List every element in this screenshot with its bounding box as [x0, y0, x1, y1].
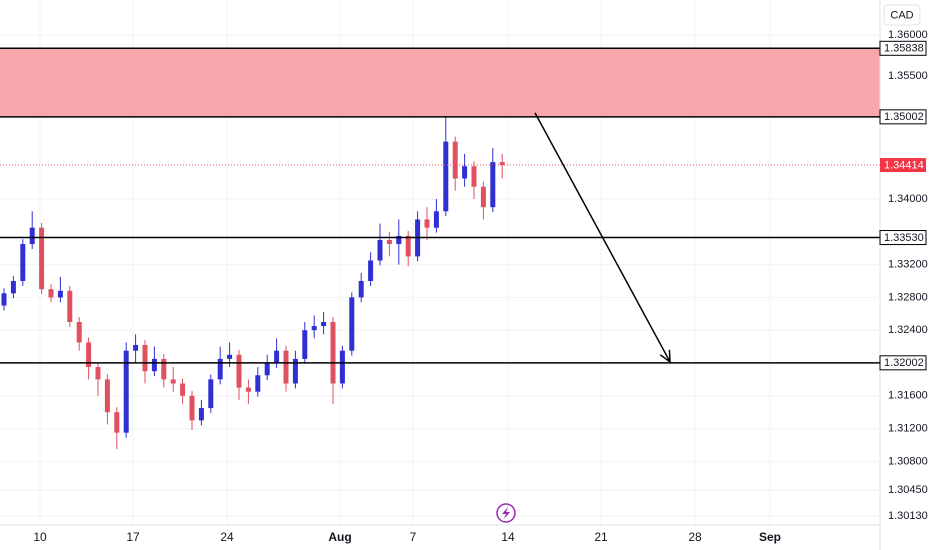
- y-tick-label: 1.31600: [888, 390, 928, 402]
- candle-body: [339, 350, 345, 384]
- currency: CAD: [890, 9, 913, 21]
- x-tick-label: Sep: [759, 530, 781, 544]
- candle-body: [198, 408, 204, 421]
- candle-body: [1, 293, 7, 306]
- candle-body: [490, 162, 496, 208]
- candle-body: [377, 239, 383, 261]
- candle-body: [245, 387, 251, 392]
- candle-body: [67, 290, 73, 322]
- x-tick-label: 10: [33, 530, 47, 544]
- candle-body: [170, 379, 176, 384]
- candle-body: [424, 219, 430, 228]
- y-tick-label: 1.35500: [888, 70, 928, 82]
- y-tick-label: 1.31200: [888, 422, 928, 434]
- level-label-box: [879, 109, 927, 125]
- candle-body: [321, 321, 327, 327]
- candle-body: [20, 244, 26, 281]
- current-price-label: 1.34414: [884, 159, 924, 171]
- x-tick-label: 24: [220, 530, 234, 544]
- candle-body: [76, 321, 82, 343]
- candle-body: [292, 358, 298, 384]
- y-tick-label: 1.30130: [888, 510, 928, 522]
- candle-body: [480, 186, 486, 208]
- candle-body: [396, 235, 402, 245]
- candle-body: [462, 166, 468, 179]
- candle-body: [189, 395, 195, 421]
- level-label: 1.35002: [884, 111, 924, 123]
- y-tick-label: 1.30450: [888, 484, 928, 496]
- candle-body: [29, 227, 35, 245]
- x-tick-label: 17: [126, 530, 140, 544]
- y-tick-label: 1.36000: [888, 29, 928, 41]
- candle-body: [433, 211, 439, 228]
- replay-icon[interactable]: [496, 503, 516, 523]
- level-label: 1.35838: [884, 43, 924, 55]
- candle-body: [255, 375, 261, 392]
- candle-body: [358, 280, 364, 298]
- candle-body: [217, 358, 223, 380]
- candle-body: [274, 350, 280, 363]
- candle-body: [39, 227, 45, 290]
- arrow-line: [534, 112, 671, 363]
- candle-body: [452, 141, 458, 179]
- candle-body: [151, 358, 157, 372]
- level-label-box: [879, 230, 927, 246]
- candle-body: [227, 354, 233, 359]
- y-tick-label: 1.30800: [888, 455, 928, 467]
- candle-body: [95, 367, 101, 380]
- candle-body: [57, 290, 63, 298]
- candle-body: [443, 141, 449, 212]
- candle-body: [283, 350, 289, 384]
- x-tick-label: Aug: [328, 530, 351, 544]
- candle-body: [86, 342, 92, 368]
- x-tick-label: 7: [410, 530, 417, 544]
- candle-body: [386, 239, 392, 245]
- candle-body: [236, 354, 242, 388]
- candle-body: [133, 344, 139, 351]
- candle-body: [208, 379, 214, 409]
- level-label: 1.32002: [884, 357, 924, 369]
- currency-box[interactable]: [883, 4, 921, 26]
- candle-body: [311, 326, 317, 331]
- candle-body: [264, 362, 270, 376]
- y-tick-label: 1.33200: [888, 258, 928, 270]
- y-tick-label: 1.34000: [888, 193, 928, 205]
- candle-body: [405, 235, 411, 257]
- level-label-box: [879, 355, 927, 371]
- candle-body: [499, 162, 505, 166]
- candle-body: [471, 166, 477, 187]
- candle-body: [48, 289, 54, 298]
- candle-body: [104, 379, 110, 413]
- candle-body: [349, 297, 355, 351]
- candle-body: [142, 344, 148, 372]
- x-tick-label: 21: [594, 530, 608, 544]
- supply-zone: [0, 48, 880, 117]
- y-tick-label: 1.32400: [888, 324, 928, 336]
- candle-body: [114, 412, 120, 433]
- candle-body: [330, 321, 336, 384]
- zone-layer: [0, 48, 880, 117]
- candle-body: [180, 383, 186, 396]
- level-label: 1.33530: [884, 232, 924, 244]
- candle-body: [161, 358, 167, 380]
- x-tick-label: 14: [501, 530, 515, 544]
- candles: [1, 117, 505, 450]
- candle-body: [368, 260, 374, 281]
- candle-body: [302, 330, 308, 359]
- level-label-box: [879, 40, 927, 56]
- arrow-head: [659, 349, 671, 364]
- x-tick-label: 28: [688, 530, 702, 544]
- candle-body: [10, 280, 16, 294]
- overlay: [0, 47, 880, 364]
- y-tick-label: 1.32800: [888, 291, 928, 303]
- current-price-box: [880, 158, 926, 173]
- candle-body: [123, 350, 129, 433]
